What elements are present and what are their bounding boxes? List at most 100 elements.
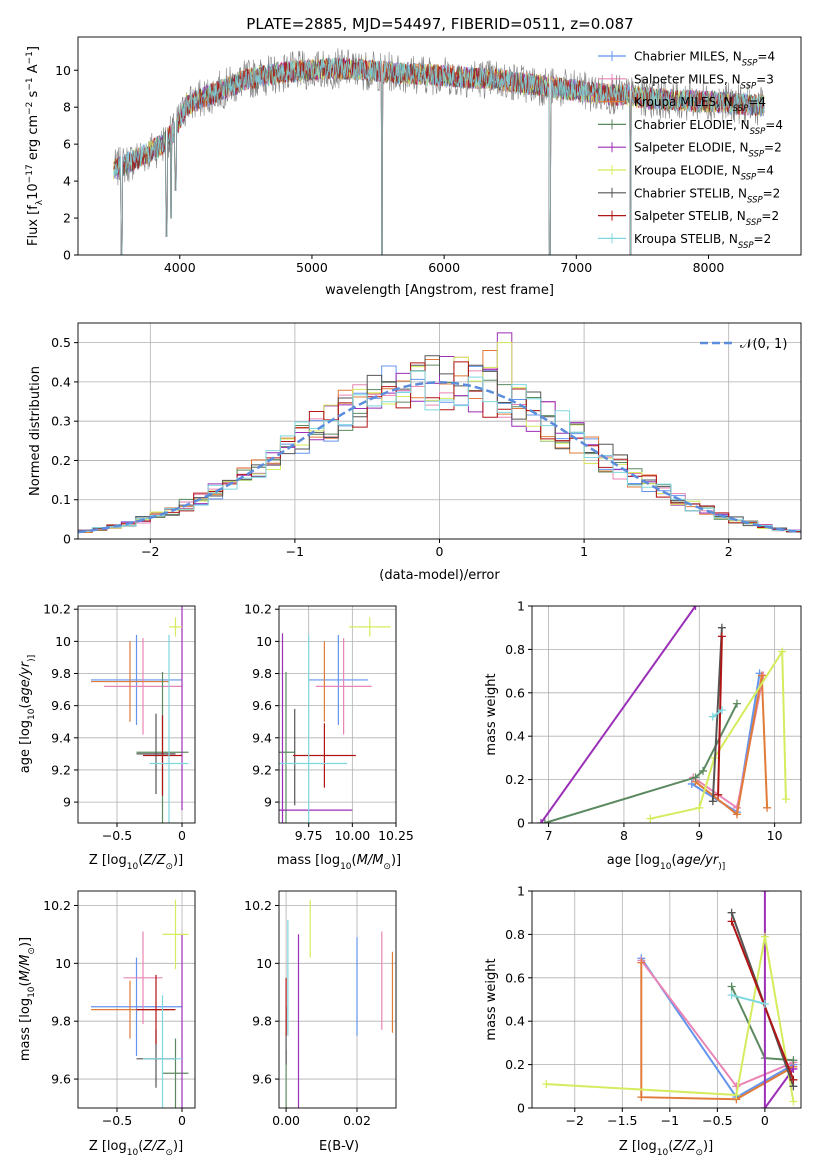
weight_vs_age-xtick-label: 8	[620, 828, 628, 843]
mass_vs_z-ylabel-part: M/M	[18, 955, 33, 982]
mass_vs_ebv-xtick-label: 0.02	[343, 1113, 371, 1128]
age_vs_z-ytick-label: 9	[63, 795, 71, 810]
spectrum-ylabel-part: −2	[25, 102, 35, 115]
gaussian-legend-label: 𝒩(0, 1)	[740, 337, 787, 352]
weight_vs_z-axes: −2 −1.5 −1 −0.5 0 0 0.2 0.4 0.6 0.8 1	[505, 884, 802, 1128]
age_vs_z-ytick-label: 9.8	[51, 666, 71, 681]
weight_vs_z-marker-salp_miles	[732, 1082, 741, 1091]
weight_vs_age-marker-krou_miles	[732, 810, 741, 819]
age_vs_mass-xlabel-part: (	[352, 853, 357, 868]
mass_vs_z-xlabel-part: )]	[173, 1139, 183, 1154]
legend-label-salp_stelib: Salpeter STELIB, NSSP=2	[634, 209, 779, 228]
spectrum-frame	[77, 36, 802, 256]
weight_vs_z-marker-salp_elodie	[789, 1064, 798, 1073]
mass_vs_z-ytick-label: 9.6	[51, 1072, 71, 1087]
legend-label-chab_stelib: Chabrier STELIB, NSSP=2	[634, 186, 780, 205]
weight_vs_z-ytick-label: 1	[517, 884, 525, 899]
weight_vs_age-xtick-label: 10	[767, 828, 783, 843]
weight_vs_z-marker-salp_elodie	[760, 1104, 769, 1108]
age_vs_z-xlabel-part: Z/Z	[142, 853, 166, 868]
mass_vs_ebv-ytick-label: 10	[256, 956, 272, 971]
legend-lib: STELIB	[688, 209, 729, 223]
legend-label-chab_miles: Chabrier MILES, NSSP=4	[634, 50, 775, 69]
legend-label-krou_stelib: Kroupa STELIB, NSSP=2	[634, 232, 771, 251]
weight_vs_z-marker-krou_elodie	[732, 1090, 741, 1099]
spectrum-ytick-label: 10	[55, 63, 71, 78]
legend-ssp: SSP	[738, 241, 754, 251]
spectrum-ylabel-part: Flux [f	[26, 205, 41, 246]
age_vs_mass-axes: 9.75 10.00 10.25 9 9.2 9.4 9.6 9.8 10 10.2	[244, 602, 414, 843]
weight_vs_z-marker-chab_elodie	[789, 1056, 798, 1065]
residual_hist-ytick-label: 0.3	[51, 414, 71, 429]
weight_vs_age-ytick-label: 0.8	[505, 642, 525, 657]
hist-xlabel: (data-model)/error	[379, 568, 500, 583]
weight_vs_age-marker-krou_elodie	[778, 647, 787, 656]
age_vs_mass-xtick-label: 10.25	[378, 828, 414, 843]
age_vs_z-xtick-label: 0	[178, 828, 186, 843]
residual_hist-xtick-label: 2	[725, 544, 733, 559]
spectrum-model-krou_stelib	[113, 57, 765, 255]
age_vs_z-ylabel-part: (	[18, 703, 33, 708]
legend-ssp: SSP	[741, 173, 757, 183]
weight_vs_z-frame	[531, 890, 802, 1109]
weight_vs_z-marker-krou_stelib	[727, 991, 736, 1000]
weight_vs_z-plot-area	[542, 891, 798, 1108]
legend-imf: Chabrier	[634, 118, 686, 132]
weight_vs_age-ytick-label: 0.2	[505, 772, 525, 787]
age_vs_z-plot-area	[91, 606, 189, 823]
spectrum-ylabel-part: ]	[26, 46, 41, 51]
legend-ssp: SSP	[742, 59, 758, 69]
weight_vs_z-marker-krou_miles	[637, 1093, 646, 1102]
weight_vs_z-marker-chab_elodie	[727, 982, 736, 991]
spectrum-ylabel-part: −1	[25, 51, 35, 64]
age_vs_z-ytick-label: 9.6	[51, 698, 71, 713]
age_vs_z-xlabel: Z [log10(Z/Z⊙)]	[89, 853, 183, 872]
legend-eq: =	[761, 209, 771, 223]
spectrum-ytick-label: 8	[63, 100, 71, 115]
spectrum-xtick-label: 5000	[296, 260, 328, 275]
age_vs_mass-xtick-label: 10.00	[334, 828, 370, 843]
legend-nssp: 2	[774, 141, 782, 155]
legend-nssp: 4	[767, 50, 775, 64]
figure-title: PLATE=2885, MJD=54497, FIBERID=0511, z=0…	[246, 15, 633, 33]
age_vs_mass-xlabel: mass [log10(M/M⊙)]	[277, 853, 401, 872]
spectrum-ylabel-part: −17	[25, 164, 35, 183]
legend-sep: , N	[724, 164, 741, 178]
legend-lib: MILES	[689, 50, 725, 64]
weight_vs_age-axes: 7 8 9 10 0 0.2 0.4 0.6 0.8 1	[505, 599, 802, 843]
spectrum-ylabel-part: −1	[25, 77, 35, 90]
weight_vs_z-xtick-label: −1	[661, 1113, 679, 1128]
legend-label-chab_elodie: Chabrier ELODIE, NSSP=4	[634, 118, 783, 137]
residual_hist-axes: −2 −1 0 1 2 0 0.1 0.2 0.3 0.4 0.5	[51, 322, 802, 559]
age_vs_z-xtick-label: −0.5	[102, 828, 132, 843]
age_vs_z-ytick-label: 9.4	[51, 730, 71, 745]
weight_vs_z-xtick-label: −0.5	[702, 1113, 732, 1128]
weight_vs_age-marker-krou_elodie	[646, 814, 655, 823]
age_vs_z-ytick-label: 10.2	[43, 602, 71, 617]
weight_vs_age-ytick-label: 1	[517, 599, 525, 614]
age_vs_z-xlabel-part: Z [log	[89, 853, 127, 868]
weight_vs_z-xtick-label: −1.5	[607, 1113, 637, 1128]
legend-nssp: 2	[764, 232, 772, 246]
residual_hist-ytick-label: 0.1	[51, 492, 71, 507]
mass_vs_z-plot-area	[91, 899, 189, 1108]
age_vs_z-xlabel-part: 10	[127, 862, 139, 872]
weight_vs_z-marker-chab_stelib	[727, 908, 736, 917]
legend-lib: STELIB	[680, 232, 721, 246]
weight_vs_z-xlabel-part: Z [log	[619, 1139, 657, 1154]
mass_vs_ebv-plot-area	[285, 899, 394, 1108]
mass_vs_ebv-ytick-label: 9.6	[252, 1072, 272, 1087]
age_vs_mass-xlabel-part: )]	[391, 853, 401, 868]
legend-sep: , N	[729, 209, 746, 223]
spectrum-ytick-label: 0	[63, 248, 71, 263]
weight_vs_z-marker-krou_elodie	[760, 932, 769, 941]
legend-sep: , N	[716, 95, 733, 109]
weight_vs_age-line-krou_stelib	[712, 709, 723, 718]
residual_hist-xtick-label: −2	[141, 544, 159, 559]
legend-lib: ELODIE	[689, 118, 733, 132]
weight_vs_z-ytick-label: 0.8	[505, 927, 525, 942]
weight_vs_age-marker-salp_stelib	[714, 790, 723, 799]
legend-lib: STELIB	[689, 186, 730, 200]
residual_hist-ytick-label: 0	[63, 532, 71, 547]
weight_vs_age-marker-chab_stelib	[708, 797, 717, 806]
